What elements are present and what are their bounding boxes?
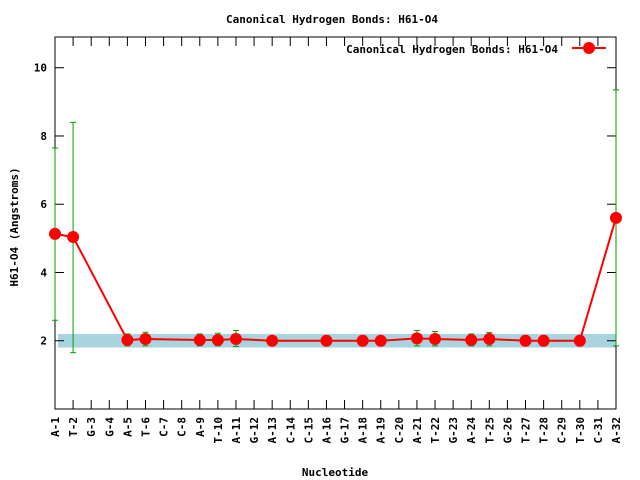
data-point (537, 334, 550, 347)
x-tick-label: A-32 (610, 417, 623, 444)
x-tick-label: T-30 (574, 417, 587, 444)
data-point (465, 334, 478, 347)
x-tick-label: A-21 (411, 417, 424, 444)
x-tick-label: T-25 (483, 417, 496, 444)
data-point (610, 211, 622, 224)
x-tick-label: C-15 (302, 417, 315, 444)
y-tick-label: 10 (34, 62, 47, 75)
x-tick-label: T-10 (212, 417, 225, 444)
x-tick-label: C-20 (393, 417, 406, 444)
x-tick-label: G-4 (103, 417, 116, 437)
data-point (374, 334, 387, 347)
plot-frame (54, 36, 617, 410)
y-tick-label: 8 (40, 130, 47, 143)
x-tick-label: A-11 (230, 417, 243, 444)
x-tick-label: G-3 (85, 417, 98, 437)
legend-marker (583, 42, 595, 54)
series-line (54, 217, 617, 342)
data-point (320, 334, 333, 347)
x-tick-label: G-26 (501, 417, 514, 444)
data-point (266, 334, 279, 347)
x-tick-label: T-28 (538, 417, 551, 444)
x-tick-label: T-27 (520, 417, 533, 444)
data-point (121, 334, 134, 347)
x-tick-label: A-18 (357, 417, 370, 444)
x-tick-label: G-17 (339, 417, 352, 444)
data-point (410, 332, 423, 345)
data-point (139, 333, 152, 346)
x-tick-label: A-1 (49, 417, 62, 437)
x-tick-label: A-13 (266, 417, 279, 444)
x-tick-label: T-22 (429, 417, 442, 444)
data-point (519, 334, 532, 347)
data-point (67, 230, 80, 243)
chart-title: Canonical Hydrogen Bonds: H61-O4 (226, 13, 438, 26)
data-point (229, 333, 242, 346)
legend: Canonical Hydrogen Bonds: H61-O4 (346, 42, 606, 56)
y-axis-label: H61-O4 (Angstroms) (8, 167, 21, 286)
data-point (356, 334, 369, 347)
y-tick-label: 4 (40, 266, 47, 279)
data-point (483, 333, 496, 346)
x-tick-label: C-29 (556, 417, 569, 444)
x-tick-label: T-6 (139, 417, 152, 437)
x-tick-label: C-7 (158, 417, 171, 437)
x-tick-label: A-5 (121, 417, 134, 437)
legend-label: Canonical Hydrogen Bonds: H61-O4 (346, 43, 558, 56)
y-tick-label: 2 (40, 335, 47, 348)
x-tick-label: A-24 (465, 417, 478, 444)
x-tick-label: G-12 (248, 417, 261, 444)
x-tick-label: T-2 (67, 417, 80, 437)
x-tick-label: C-14 (284, 417, 297, 444)
x-tick-label: C-31 (592, 417, 605, 444)
x-tick-label: C-8 (176, 417, 189, 437)
x-tick-label: A-19 (375, 417, 388, 444)
x-tick-label: G-23 (447, 417, 460, 444)
data-point (49, 227, 61, 240)
data-point (573, 334, 586, 347)
x-tick-label: A-16 (320, 417, 333, 444)
x-axis-label: Nucleotide (302, 466, 369, 479)
data-point (193, 334, 206, 347)
x-tick-label: A-9 (194, 417, 207, 437)
data-point (429, 333, 442, 346)
data-point (211, 334, 224, 347)
y-tick-label: 6 (40, 198, 47, 211)
